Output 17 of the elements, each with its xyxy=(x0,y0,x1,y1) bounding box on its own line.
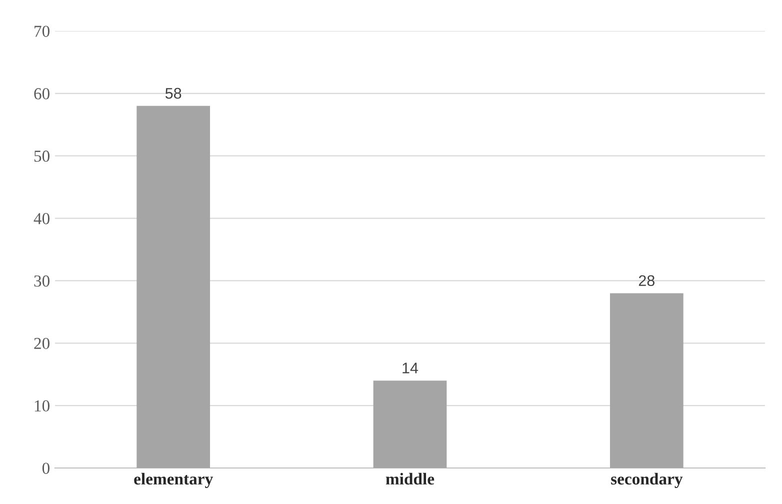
data-label: 28 xyxy=(638,275,654,286)
data-label: 58 xyxy=(165,88,182,99)
bar xyxy=(373,380,447,468)
bar xyxy=(610,293,684,468)
data-label: 14 xyxy=(402,362,418,374)
y-tick-label: 70 xyxy=(34,26,50,37)
y-tick-label: 20 xyxy=(34,338,50,350)
y-tick-label: 40 xyxy=(34,212,50,224)
y-tick-label: 50 xyxy=(34,150,50,162)
y-tick-label: 10 xyxy=(34,400,50,412)
bar xyxy=(136,106,210,468)
y-tick-label: 60 xyxy=(34,88,50,100)
x-tick-label: middle xyxy=(386,472,434,485)
x-tick-label: secondary xyxy=(611,472,683,488)
y-tick-label: 0 xyxy=(42,462,50,474)
y-tick-label: 30 xyxy=(34,275,50,287)
x-tick-label: elementary xyxy=(134,472,213,488)
